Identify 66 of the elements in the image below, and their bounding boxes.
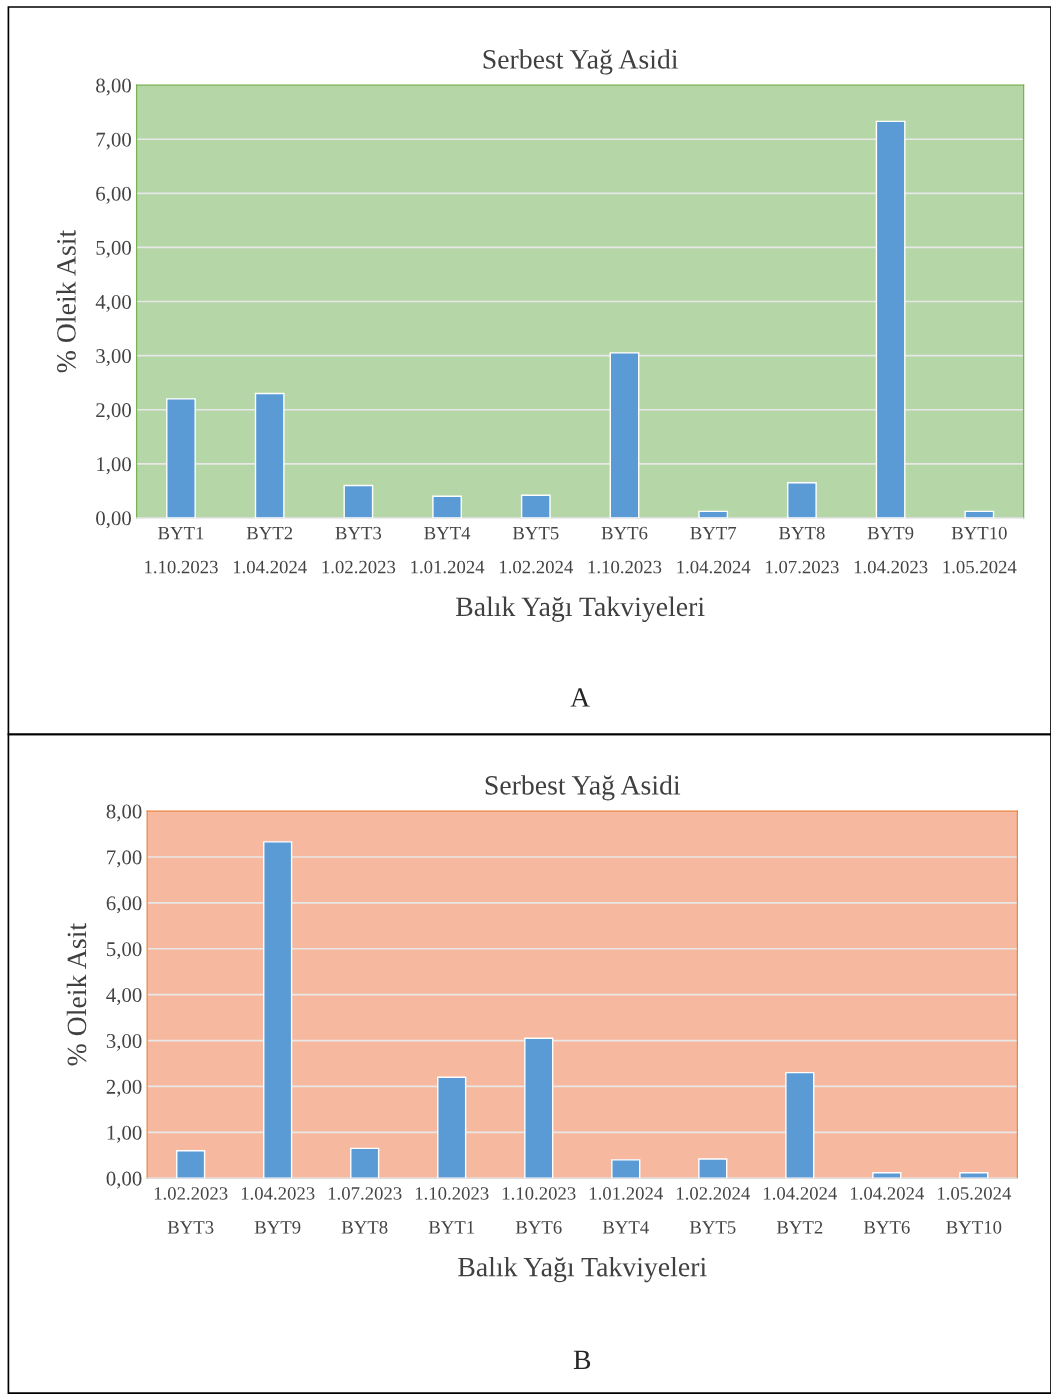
x-tick-label: 1.05.2024 BYT10 [938,1187,1012,1234]
x-tick-label: 1.02.2024 BYT5 [676,1187,750,1234]
x-tick-label: BYT4 1.01.2024 [411,526,485,574]
y-tick-label: 5,00 [96,240,131,258]
bar [350,1147,380,1179]
x-tick-label: BYT7 1.04.2024 [677,526,751,574]
bar [875,120,906,518]
y-tick-label: 7,00 [107,850,142,868]
y-axis-title: % Oleik Asit [66,923,87,1066]
bar [787,482,817,518]
bar [176,1149,206,1179]
x-axis-title: Balık Yağı Takviyeleri [456,596,705,622]
y-tick-label: 2,00 [96,403,131,421]
bar [437,1076,467,1179]
y-tick-label: 1,00 [107,1125,142,1143]
x-tick-label: BYT3 1.02.2023 [322,526,396,574]
y-tick-label: 5,00 [107,942,142,960]
text: A [570,688,590,707]
x-tick-label: 1.02.2023 BYT3 [154,1187,228,1234]
bar [964,510,995,518]
x-tick-label: 1.04.2024 BYT2 [763,1187,838,1234]
y-tick-label: 8,00 [96,78,131,96]
y-tick-label: 3,00 [106,1033,142,1051]
y-tick-label: 4,00 [106,988,142,1006]
x-axis-title: Balık Yağı Takviyeleri [458,1256,707,1283]
bar [343,484,374,518]
y-tick-label: 6,00 [106,896,142,914]
x-tick-label: BYT1 1.10.2023 [145,526,218,574]
x-tick-label: BYT10 1.05.2024 [943,526,1017,574]
bar [432,495,462,518]
y-tick-label: 6,00 [96,186,131,204]
x-tick-label: 1.10.2023 BYT6 [502,1187,576,1234]
bar [263,841,293,1179]
y-tick-label: 7,00 [96,132,131,150]
bar [959,1172,989,1179]
x-tick-label: BYT6 1.10.2023 [588,526,662,574]
text: B [573,1350,591,1369]
y-tick-label: 3,00 [96,349,131,367]
y-axis-title: % Oleik Asit [56,229,76,373]
bar [611,1159,641,1179]
x-tick-label: BYT8 1.07.2023 [766,526,839,574]
x-tick-label: 1.04.2024 BYT6 [850,1187,925,1234]
y-tick-label: 0,00 [96,511,131,529]
chart-title: Serbest Yağ Asidi [485,775,681,801]
x-tick-label: 1.01.2024 BYT4 [589,1187,663,1234]
bar [520,494,551,518]
bar [524,1037,554,1179]
chart-title: Serbest Yağ Asidi [483,49,679,75]
bar [698,1158,728,1179]
bar [609,352,640,518]
bar [254,392,285,518]
bar [872,1172,902,1179]
y-tick-label: 1,00 [97,457,131,475]
y-tick-label: 4,00 [95,294,131,312]
x-tick-label: BYT5 1.02.2024 [499,526,574,574]
x-tick-label: BYT9 1.04.2023 [854,526,928,574]
x-tick-label: 1.04.2023 BYT9 [241,1187,315,1234]
x-tick-label: BYT2 1.04.2024 [233,526,307,574]
bar [785,1071,815,1179]
y-tick-label: 0,00 [106,1171,142,1189]
x-tick-label: 1.10.2023 BYT1 [415,1187,489,1234]
bar [698,510,729,518]
y-tick-label: 2,00 [106,1079,142,1097]
y-tick-label: 8,00 [106,804,142,822]
x-tick-label: 1.07.2023 BYT8 [328,1187,402,1234]
bar [166,398,196,518]
